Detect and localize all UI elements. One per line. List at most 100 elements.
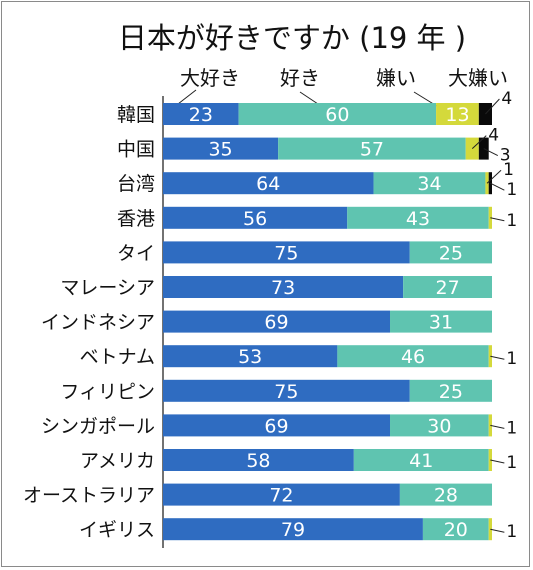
- value-label: 4: [501, 89, 512, 109]
- legend: 大好き 好き 嫌い 大嫌い: [177, 66, 508, 113]
- value-label: 64: [256, 173, 280, 195]
- bar-segment: [373, 172, 486, 195]
- value-label: 46: [401, 346, 425, 368]
- value-label: 75: [274, 242, 298, 264]
- category-label: 香港: [117, 208, 155, 230]
- bar-segment: [422, 518, 489, 541]
- value-label: 73: [271, 277, 295, 299]
- value-label: 1: [506, 349, 517, 369]
- value-label-leader: [490, 459, 505, 464]
- value-label: 1: [506, 453, 517, 473]
- value-label: 1: [503, 160, 514, 180]
- bar-segment: [163, 379, 410, 402]
- value-label: 75: [274, 381, 298, 403]
- category-label: 台湾: [117, 173, 155, 195]
- value-label-leader: [471, 135, 487, 149]
- legend-label-3: 大嫌い: [448, 66, 508, 90]
- value-label: 60: [325, 104, 349, 126]
- bar-segment: [163, 449, 354, 471]
- value-label: 31: [429, 312, 453, 334]
- value-label-leader: [486, 169, 502, 184]
- value-label: 69: [264, 312, 288, 334]
- bar-segment: [163, 518, 423, 541]
- category-label: ベトナム: [80, 346, 155, 368]
- value-label: 57: [360, 139, 384, 161]
- bar-segment: [488, 172, 492, 195]
- value-label: 58: [246, 450, 270, 472]
- value-label-leader: [490, 424, 505, 429]
- category-label: タイ: [117, 242, 155, 264]
- value-label: 56: [243, 208, 267, 230]
- value-label: 28: [434, 485, 458, 507]
- value-label: 43: [406, 208, 430, 230]
- category-label: アメリカ: [80, 450, 155, 472]
- bar-segment: [488, 518, 492, 541]
- value-label: 25: [439, 242, 463, 264]
- bar-segment: [163, 103, 239, 125]
- bar-segment: [409, 241, 492, 264]
- bar-segment: [403, 276, 492, 298]
- value-label-leader: [490, 528, 505, 533]
- bar-segment: [390, 414, 489, 437]
- value-label-leader: [485, 98, 500, 115]
- bar-segment: [337, 345, 489, 368]
- value-label-leader: [490, 217, 505, 222]
- bar-segment: [488, 414, 492, 437]
- category-label: シンガポール: [41, 415, 155, 437]
- bar-segment: [478, 103, 492, 125]
- value-label: 27: [435, 277, 459, 299]
- value-label-leader: [490, 182, 505, 191]
- bar-segment: [163, 483, 400, 506]
- value-label: 1: [506, 180, 517, 200]
- bar-segment: [436, 103, 479, 125]
- value-label: 25: [439, 381, 463, 403]
- category-label: イギリス: [79, 519, 155, 541]
- bar-segment: [163, 206, 348, 229]
- value-label: 20: [444, 519, 468, 541]
- bar-segment: [488, 449, 492, 471]
- value-label-leader: [490, 355, 505, 360]
- bar-segment: [390, 310, 492, 333]
- legend-label-0: 大好き: [180, 66, 240, 90]
- value-label: 3: [500, 146, 511, 166]
- value-label: 4: [488, 126, 499, 146]
- value-label: 1: [506, 211, 517, 231]
- bar-segment: [238, 103, 437, 125]
- value-label: 1: [506, 522, 517, 542]
- legend-label-2: 嫌い: [376, 66, 416, 90]
- value-label: 13: [445, 104, 469, 126]
- category-label: 中国: [117, 139, 155, 161]
- value-label: 30: [427, 415, 451, 437]
- category-label: 韓国: [117, 104, 155, 126]
- value-label: 69: [264, 415, 288, 437]
- bar-segment: [488, 206, 492, 229]
- bar-segment: [409, 379, 492, 402]
- bar-segment: [163, 345, 338, 368]
- value-label: 41: [409, 450, 433, 472]
- category-label: オーストラリア: [23, 485, 155, 507]
- value-label: 34: [417, 173, 441, 195]
- bar-segment: [163, 241, 410, 264]
- value-label-leader: [483, 148, 498, 157]
- bar-segment: [399, 483, 492, 506]
- bar-segment: [278, 137, 466, 160]
- category-label: インドネシア: [41, 312, 155, 334]
- value-label: 72: [269, 485, 293, 507]
- bar-segment: [488, 345, 492, 368]
- category-label: フィリピン: [60, 381, 155, 403]
- value-label: 79: [281, 519, 305, 541]
- bar-segment: [163, 276, 404, 298]
- bar-segment: [347, 206, 489, 229]
- value-label: 23: [189, 104, 213, 126]
- bar-segment: [163, 414, 391, 437]
- legend-label-1: 好き: [280, 66, 320, 90]
- category-label: マレーシア: [60, 277, 155, 299]
- legend-pointer-0: [177, 89, 197, 105]
- value-label: 35: [208, 139, 232, 161]
- chart-title: 日本が好きですか (19 年 ): [118, 21, 466, 55]
- value-label: 1: [506, 418, 517, 438]
- value-label: 53: [238, 346, 262, 368]
